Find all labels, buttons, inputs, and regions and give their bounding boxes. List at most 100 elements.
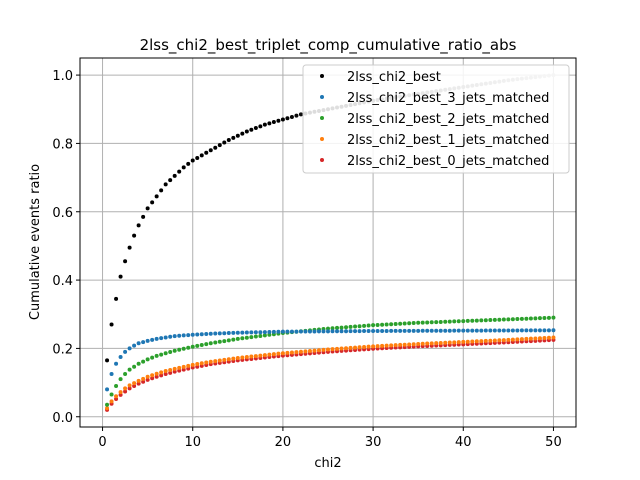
data-point bbox=[393, 321, 398, 326]
y-tick-label: 0.8 bbox=[52, 137, 73, 152]
data-point bbox=[501, 328, 506, 333]
data-point bbox=[402, 321, 407, 326]
data-point bbox=[316, 348, 321, 353]
data-point bbox=[515, 317, 520, 322]
data-point bbox=[307, 329, 312, 334]
data-point bbox=[402, 328, 407, 333]
data-point bbox=[105, 402, 110, 407]
data-point bbox=[168, 178, 173, 183]
data-point bbox=[222, 357, 227, 362]
legend-marker bbox=[320, 95, 324, 99]
data-point bbox=[127, 367, 132, 372]
data-point bbox=[172, 334, 177, 339]
data-point bbox=[348, 324, 353, 329]
data-point bbox=[271, 352, 276, 357]
data-point bbox=[371, 323, 376, 328]
data-point bbox=[163, 372, 168, 377]
data-point bbox=[380, 343, 385, 348]
data-point bbox=[335, 325, 340, 330]
legend-marker bbox=[320, 116, 324, 120]
data-point bbox=[231, 337, 236, 342]
data-point bbox=[240, 131, 245, 136]
data-point bbox=[447, 328, 452, 333]
data-point bbox=[199, 332, 204, 337]
data-point bbox=[235, 133, 240, 138]
data-point bbox=[105, 406, 110, 411]
data-point bbox=[515, 337, 520, 342]
data-point bbox=[172, 173, 177, 178]
data-point bbox=[240, 336, 245, 341]
data-point bbox=[127, 346, 132, 351]
data-point bbox=[168, 367, 173, 372]
data-point bbox=[105, 358, 110, 363]
data-point bbox=[330, 329, 335, 334]
data-point bbox=[479, 339, 484, 344]
data-point bbox=[551, 315, 556, 320]
data-point bbox=[380, 328, 385, 333]
data-point bbox=[398, 321, 403, 326]
data-point bbox=[429, 320, 434, 325]
data-point bbox=[195, 332, 200, 337]
data-point bbox=[546, 315, 551, 320]
data-point bbox=[159, 352, 164, 357]
data-point bbox=[339, 325, 344, 330]
data-point bbox=[438, 340, 443, 345]
x-tick-label: 50 bbox=[545, 435, 562, 450]
data-point bbox=[163, 335, 168, 340]
data-point bbox=[217, 339, 222, 344]
data-point bbox=[267, 352, 272, 357]
data-point bbox=[344, 346, 349, 351]
data-point bbox=[438, 328, 443, 333]
data-point bbox=[339, 346, 344, 351]
data-point bbox=[285, 329, 290, 334]
data-point bbox=[393, 343, 398, 348]
data-point bbox=[262, 330, 267, 335]
data-point bbox=[344, 329, 349, 334]
data-point bbox=[357, 345, 362, 350]
x-tick-label: 10 bbox=[184, 435, 201, 450]
data-point bbox=[465, 328, 470, 333]
data-point bbox=[186, 161, 191, 166]
data-point bbox=[177, 333, 182, 338]
data-point bbox=[127, 383, 132, 388]
data-point bbox=[186, 345, 191, 350]
series-2lss_chi2_best_3_jets_matched bbox=[105, 328, 556, 392]
data-point bbox=[289, 114, 294, 119]
data-point bbox=[510, 337, 515, 342]
data-point bbox=[222, 140, 227, 145]
data-point bbox=[226, 357, 231, 362]
data-point bbox=[321, 329, 326, 334]
data-point bbox=[452, 328, 457, 333]
data-point bbox=[213, 359, 218, 364]
data-point bbox=[492, 317, 497, 322]
data-point bbox=[501, 317, 506, 322]
data-point bbox=[461, 328, 466, 333]
data-point bbox=[199, 361, 204, 366]
data-point bbox=[136, 341, 141, 346]
data-point bbox=[141, 340, 146, 345]
data-point bbox=[208, 148, 213, 153]
data-point bbox=[159, 188, 164, 193]
data-point bbox=[271, 120, 276, 125]
data-point bbox=[271, 329, 276, 334]
data-point bbox=[127, 386, 132, 391]
data-point bbox=[398, 328, 403, 333]
data-point bbox=[389, 322, 394, 327]
x-axis-label: chi2 bbox=[314, 456, 341, 471]
data-point bbox=[199, 343, 204, 347]
data-point bbox=[244, 129, 249, 134]
data-point bbox=[326, 347, 330, 352]
series-2lss_chi2_best_1_jets_matched bbox=[105, 335, 556, 411]
data-point bbox=[199, 153, 204, 158]
x-tick-label: 30 bbox=[365, 435, 382, 450]
data-point bbox=[483, 338, 488, 343]
data-point bbox=[262, 333, 267, 338]
data-point bbox=[551, 328, 556, 333]
data-point bbox=[375, 344, 380, 349]
data-point bbox=[371, 344, 376, 349]
data-point bbox=[348, 329, 353, 334]
plot-frame bbox=[79, 57, 577, 428]
data-point bbox=[204, 150, 209, 155]
data-point bbox=[425, 341, 430, 346]
